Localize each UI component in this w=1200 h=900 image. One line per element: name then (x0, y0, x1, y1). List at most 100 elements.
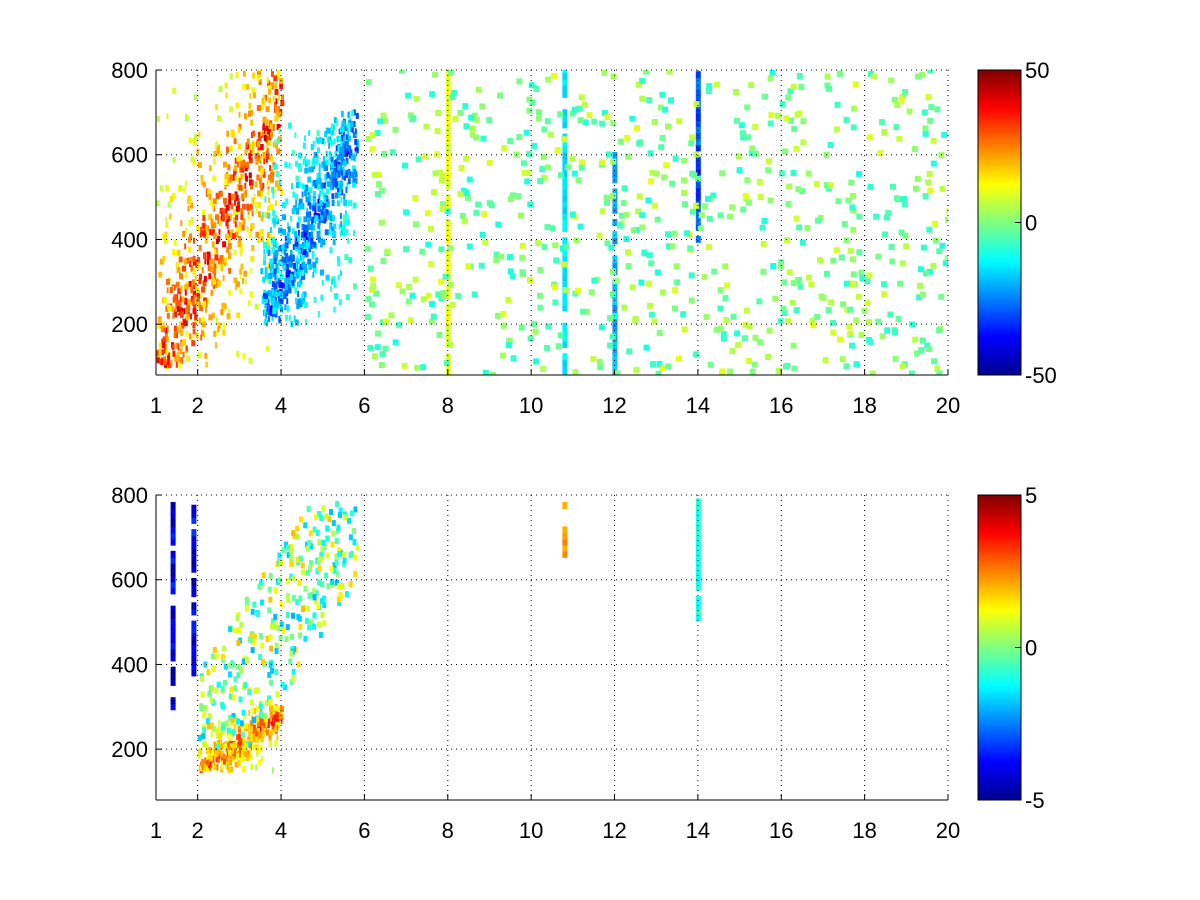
heatmap-cell (342, 143, 345, 150)
heatmap-cell (562, 249, 568, 257)
heatmap-cell (927, 187, 934, 194)
heatmap-cell (473, 116, 480, 123)
heatmap-cell (194, 134, 198, 141)
heatmap-cell (785, 94, 792, 101)
heatmap-cell (246, 138, 250, 145)
heatmap-cell (274, 290, 278, 297)
heatmap-cell (443, 360, 450, 367)
heatmap-cell (703, 314, 710, 320)
heatmap-cell (336, 596, 341, 603)
heatmap-cell (345, 219, 350, 225)
heatmap-cell (241, 748, 245, 755)
heatmap-cell (866, 134, 873, 141)
heatmap-cell (278, 227, 283, 234)
heatmap-cell (744, 177, 751, 184)
heatmap-cell (481, 210, 488, 217)
heatmap-cell (318, 136, 322, 143)
heatmap-cell (279, 714, 284, 720)
heatmap-cell (208, 194, 212, 200)
heatmap-cell (314, 215, 319, 222)
heatmap-cell (921, 109, 928, 116)
heatmap-cell (343, 174, 346, 181)
heatmap-cell (604, 199, 610, 206)
heatmap-cell (381, 151, 388, 157)
heatmap-cell (322, 602, 327, 609)
heatmap-cell (271, 618, 275, 625)
heatmap-cell (342, 214, 347, 221)
heatmap-cell (824, 82, 831, 89)
heatmap-cell (273, 219, 276, 226)
heatmap-cell (175, 303, 177, 310)
heatmap-cell (238, 743, 242, 750)
heatmap-cell (304, 135, 306, 142)
heatmap-cell (208, 314, 213, 321)
heatmap-cell (261, 97, 264, 104)
heatmap-cell (375, 172, 382, 178)
heatmap-cell (238, 177, 241, 184)
heatmap-cell (473, 209, 480, 216)
heatmap-cell (301, 269, 305, 276)
heatmap-cell (276, 266, 280, 273)
heatmap-cell (918, 347, 925, 354)
heatmap-cell (641, 249, 648, 256)
heatmap-cell (734, 117, 740, 124)
heatmap-cell (334, 151, 338, 158)
heatmap-cell (334, 177, 338, 184)
heatmap-cell (156, 116, 160, 123)
heatmap-cell (196, 256, 200, 263)
heatmap-cell (203, 279, 206, 286)
heatmap-cell (295, 200, 298, 206)
heatmap-cell (562, 151, 568, 159)
heatmap-cell (777, 318, 784, 325)
heatmap-cell (237, 725, 241, 732)
heatmap-cell (295, 182, 299, 189)
heatmap-cell (231, 694, 236, 701)
heatmap-cell (562, 158, 568, 165)
heatmap-cell (189, 233, 193, 240)
heatmap-cell (318, 178, 322, 185)
heatmap-cell (268, 272, 273, 279)
y-tick-label: 800 (111, 483, 148, 508)
heatmap-cell (195, 332, 199, 339)
heatmap-cell (516, 134, 523, 140)
heatmap-cell (269, 155, 274, 162)
heatmap-cell (899, 94, 906, 101)
heatmap-cell (692, 351, 699, 358)
heatmap-cell (213, 330, 217, 337)
heatmap-cell (881, 291, 888, 298)
heatmap-cell (790, 83, 797, 90)
heatmap-cell (256, 105, 261, 111)
heatmap-cell (259, 168, 264, 175)
heatmap-cell (306, 242, 310, 249)
heatmap-cell (617, 138, 624, 145)
heatmap-cell (229, 73, 233, 80)
heatmap-cell (251, 142, 255, 149)
heatmap-cell (324, 207, 327, 213)
colorbar-tick-label: 0 (1025, 211, 1037, 236)
heatmap-cell (248, 152, 251, 159)
heatmap-cell (286, 596, 291, 603)
heatmap-cell (312, 140, 315, 147)
heatmap-cell (834, 101, 841, 108)
heatmap-cell (207, 265, 211, 272)
heatmap-cell (596, 232, 603, 239)
heatmap-cell (222, 214, 225, 221)
heatmap-cell (266, 722, 270, 729)
heatmap-cell (562, 550, 568, 558)
heatmap-cell (752, 334, 759, 341)
heatmap-cell (295, 533, 300, 540)
heatmap-cell (170, 666, 176, 674)
heatmap-cell (681, 157, 688, 164)
heatmap-cell (338, 592, 343, 599)
heatmap-cell (327, 181, 330, 188)
heatmap-cell (185, 257, 190, 264)
heatmap-cell (895, 315, 902, 322)
heatmap-cell (193, 94, 197, 101)
heatmap-cell (252, 732, 255, 739)
heatmap-cell (274, 200, 277, 207)
heatmap-cell (317, 147, 320, 154)
heatmap-cell (295, 272, 299, 279)
heatmap-cells (156, 70, 948, 375)
heatmap-cell (216, 319, 219, 325)
